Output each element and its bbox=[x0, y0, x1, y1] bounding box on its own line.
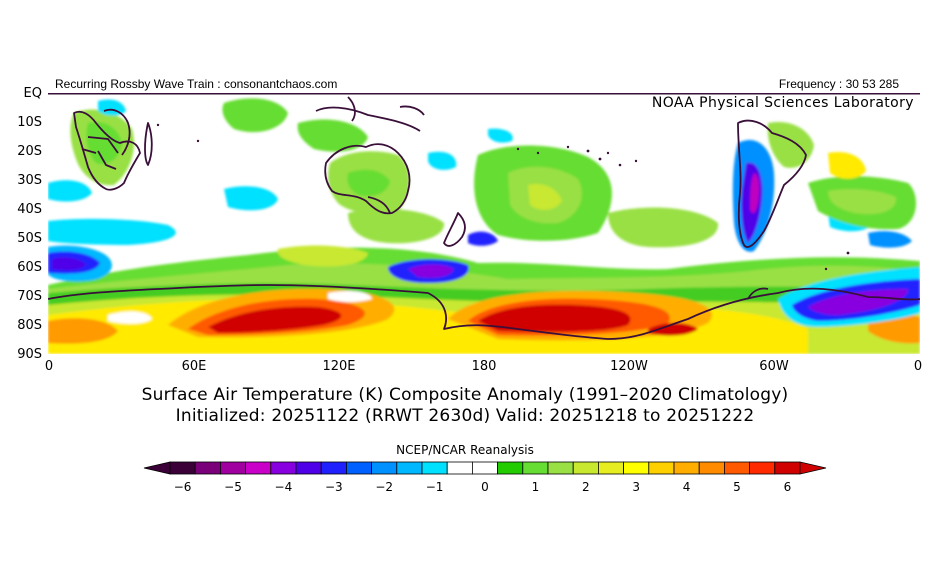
header-left-text: Recurring Rossby Wave Train : consonantc… bbox=[55, 77, 338, 91]
islands bbox=[156, 123, 850, 271]
colorbar-swatch bbox=[396, 461, 423, 475]
lon-label-60w: 60W bbox=[759, 359, 789, 374]
colorbar-swatch bbox=[522, 461, 549, 475]
colorbar-swatch bbox=[648, 461, 675, 475]
lab-name-overlay: NOAA Physical Sciences Laboratory bbox=[651, 95, 914, 111]
colorbar-tick-label: 5 bbox=[733, 480, 741, 494]
colorbar-tick-label: 0 bbox=[481, 480, 489, 494]
colorbar-tick-label: −5 bbox=[224, 480, 242, 494]
lon-label-120w: 120W bbox=[610, 359, 648, 374]
colorbar-tick-label: −6 bbox=[173, 480, 192, 494]
colorbar-swatch bbox=[245, 461, 272, 475]
colorbar-tick-label: −2 bbox=[375, 480, 394, 494]
lat-label-20s: 20S bbox=[17, 144, 42, 159]
lat-label-30s: 30S bbox=[17, 173, 42, 188]
lon-label-60e: 60E bbox=[181, 359, 207, 374]
anomaly-map bbox=[48, 93, 920, 354]
colorbar-left-arrow bbox=[143, 461, 171, 475]
colorbar bbox=[143, 461, 827, 475]
coastlines bbox=[48, 96, 920, 340]
anomaly-fields bbox=[48, 98, 920, 354]
colorbar-swatch bbox=[597, 461, 624, 475]
colorbar-swatch bbox=[220, 461, 247, 475]
colorbar-swatch bbox=[749, 461, 776, 475]
map-subtitle: Initialized: 20251122 (RRWT 2630d) Valid… bbox=[175, 406, 755, 426]
header-frequency-text: Frequency : 30 53 285 bbox=[778, 77, 899, 91]
colorbar-swatch bbox=[497, 461, 524, 475]
colorbar-swatch bbox=[774, 461, 801, 475]
colorbar-tick-label: 2 bbox=[581, 480, 590, 494]
lat-label-10s: 10S bbox=[17, 115, 42, 130]
colorbar-tick-label: −1 bbox=[425, 480, 444, 494]
lat-label-40s: 40S bbox=[17, 202, 42, 217]
lat-label-60s: 60S bbox=[17, 260, 42, 275]
lon-label-0: 0 bbox=[44, 359, 54, 374]
colorbar-tick-label: −3 bbox=[324, 480, 343, 494]
colorbar-swatch bbox=[698, 461, 725, 475]
colorbar-tick-label: 3 bbox=[632, 480, 641, 494]
lon-label-0-end: 0 bbox=[913, 359, 923, 374]
colorbar-swatch bbox=[270, 461, 297, 475]
colorbar-swatch bbox=[320, 461, 347, 475]
colorbar-swatch bbox=[446, 461, 473, 475]
colorbar-tick-label: 6 bbox=[783, 480, 792, 494]
lon-label-120e: 120E bbox=[322, 359, 356, 374]
map-title: Surface Air Temperature (K) Composite An… bbox=[141, 385, 789, 405]
colorbar-tick-label: −4 bbox=[274, 480, 293, 494]
colorbar-swatch bbox=[471, 461, 498, 475]
colorbar-swatch bbox=[421, 461, 448, 475]
colorbar-swatch bbox=[345, 461, 372, 475]
colorbar-swatch bbox=[295, 461, 322, 475]
colorbar-swatch bbox=[371, 461, 398, 475]
colorbar-swatch bbox=[623, 461, 650, 475]
lat-label-70s: 70S bbox=[17, 289, 42, 304]
colorbar-swatch bbox=[673, 461, 700, 475]
colorbar-swatch bbox=[724, 461, 751, 475]
colorbar-swatch bbox=[169, 461, 196, 475]
colorbar-tick-label: 4 bbox=[682, 480, 691, 494]
lat-label-50s: 50S bbox=[17, 231, 42, 246]
colorbar-tick-label: 1 bbox=[531, 480, 540, 494]
colorbar-swatch bbox=[572, 461, 599, 475]
lon-label-180: 180 bbox=[471, 359, 497, 374]
lat-label-eq: EQ bbox=[23, 86, 42, 101]
colorbar-title: NCEP/NCAR Reanalysis bbox=[396, 443, 534, 457]
colorbar-swatch bbox=[547, 461, 574, 475]
colorbar-swatch bbox=[194, 461, 221, 475]
colorbar-right-arrow bbox=[799, 461, 827, 475]
lat-label-80s: 80S bbox=[17, 318, 42, 333]
lat-label-90s: 90S bbox=[17, 347, 42, 362]
